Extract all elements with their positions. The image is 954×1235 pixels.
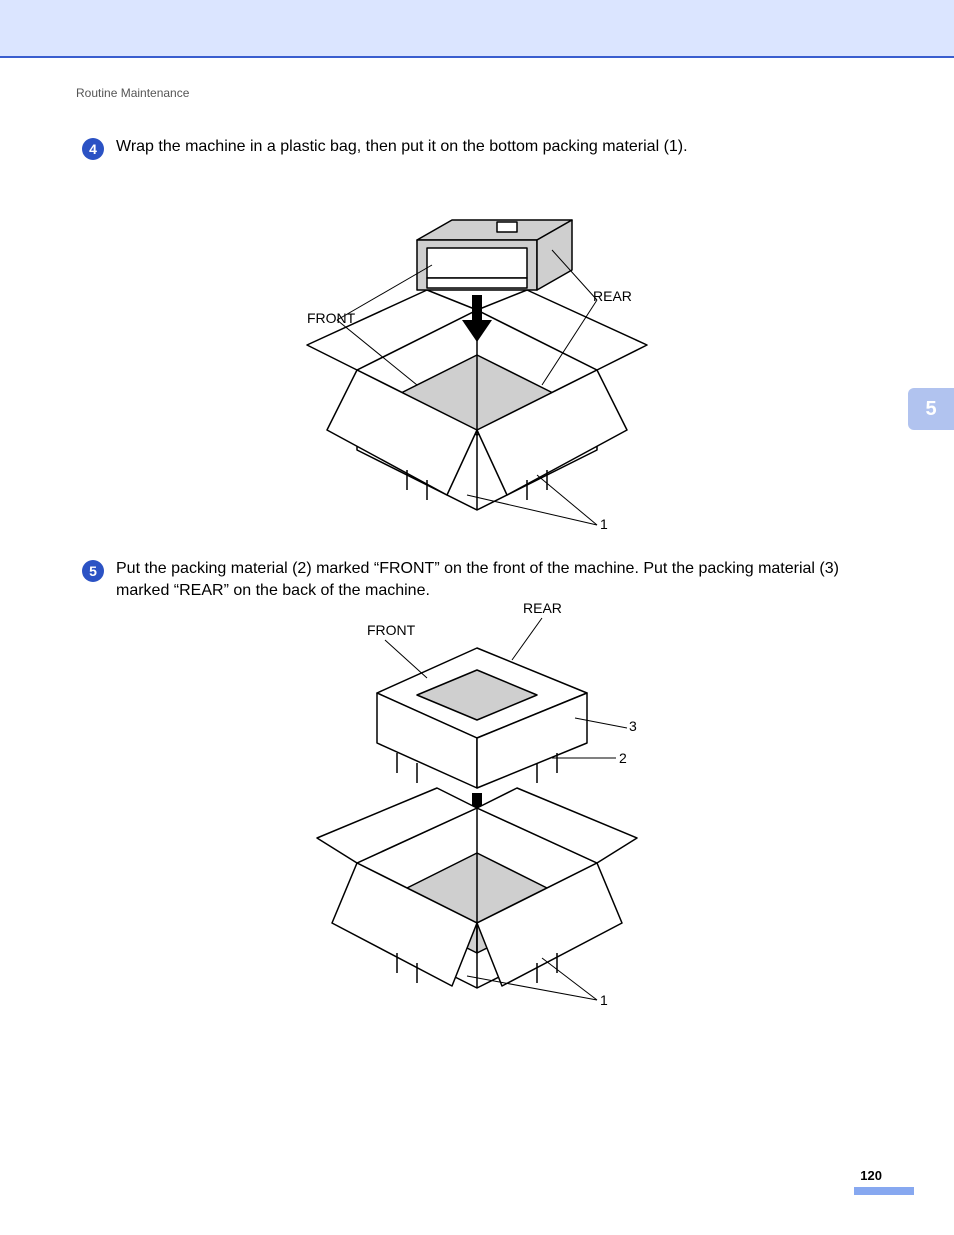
step-5: 5 Put the packing material (2) marked “F… — [82, 558, 872, 601]
figure-2: FRONT REAR 3 2 1 — [297, 598, 657, 1018]
fig2-front-label: FRONT — [367, 622, 415, 638]
page-underline — [854, 1187, 914, 1195]
fig1-rear-label: REAR — [593, 288, 632, 304]
top-band — [0, 0, 954, 58]
fig2-marker-2: 2 — [619, 750, 627, 766]
fig2-marker-1: 1 — [600, 992, 608, 1008]
fig2-rear-label: REAR — [523, 600, 562, 616]
section-header: Routine Maintenance — [76, 86, 189, 100]
chapter-tab: 5 — [908, 388, 954, 430]
page-number: 120 — [860, 1168, 882, 1183]
fig1-front-label: FRONT — [307, 310, 355, 326]
figure-1-svg — [297, 170, 657, 540]
fig1-marker-1: 1 — [600, 516, 608, 532]
step-5-text: Put the packing material (2) marked “FRO… — [116, 558, 872, 601]
step-4-text: Wrap the machine in a plastic bag, then … — [116, 136, 872, 158]
step-4-badge: 4 — [82, 138, 104, 160]
step-5-badge: 5 — [82, 560, 104, 582]
figure-2-svg — [297, 598, 657, 1018]
fig2-marker-3: 3 — [629, 718, 637, 734]
figure-1: FRONT REAR 1 — [297, 170, 657, 540]
step-4: 4 Wrap the machine in a plastic bag, the… — [82, 136, 872, 158]
